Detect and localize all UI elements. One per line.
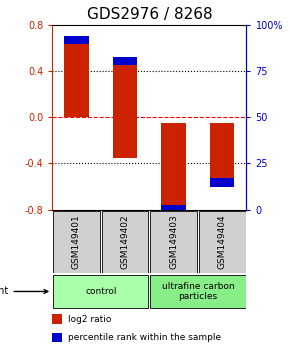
Bar — [52, 314, 62, 324]
Text: ultrafine carbon
particles: ultrafine carbon particles — [162, 282, 234, 301]
FancyBboxPatch shape — [150, 275, 246, 308]
Text: GSM149402: GSM149402 — [121, 214, 130, 269]
FancyBboxPatch shape — [150, 211, 197, 273]
Bar — [113, 57, 137, 65]
Text: log2 ratio: log2 ratio — [68, 315, 111, 324]
FancyBboxPatch shape — [102, 211, 148, 273]
Title: GDS2976 / 8268: GDS2976 / 8268 — [86, 7, 212, 22]
Bar — [162, 123, 186, 213]
FancyBboxPatch shape — [199, 211, 246, 273]
Text: percentile rank within the sample: percentile rank within the sample — [68, 333, 221, 342]
Bar — [162, 205, 186, 213]
Text: GSM149404: GSM149404 — [218, 214, 227, 269]
Bar — [210, 178, 234, 187]
Bar — [113, 57, 137, 158]
Bar — [64, 36, 89, 44]
Bar — [64, 36, 89, 117]
Text: agent: agent — [0, 286, 48, 296]
FancyBboxPatch shape — [53, 275, 148, 308]
Text: GSM149403: GSM149403 — [169, 214, 178, 269]
Text: GSM149401: GSM149401 — [72, 214, 81, 269]
Bar — [52, 333, 62, 342]
FancyBboxPatch shape — [53, 211, 100, 273]
Text: control: control — [85, 287, 117, 296]
Bar — [210, 123, 234, 187]
